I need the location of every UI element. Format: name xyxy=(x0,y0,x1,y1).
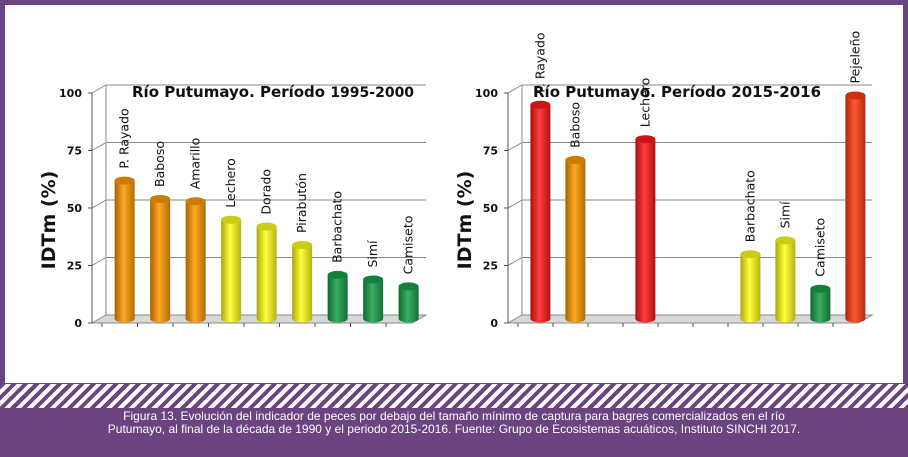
bar-label: Pejeleño xyxy=(847,31,862,84)
bar-8 xyxy=(810,284,831,323)
gridline-diagonal xyxy=(507,142,523,151)
chart-2015-2016: 0 25 50 75 100 P. Rayado Baboso Lechero Barbacha… xyxy=(451,31,891,330)
caption-line-2: Putumayo, al final de la década de 1990 … xyxy=(107,422,801,436)
bar-body xyxy=(635,139,656,323)
bar-body xyxy=(150,199,171,323)
y-tick-label: 100 xyxy=(59,87,82,100)
bar-body xyxy=(810,288,831,323)
y-tick-label: 50 xyxy=(483,202,499,215)
bar-top xyxy=(114,176,135,185)
bar-label: P. Rayado xyxy=(117,108,132,168)
bar-label: Camiseto xyxy=(401,216,416,275)
bar-label: Baboso xyxy=(567,102,582,148)
bar-top xyxy=(845,91,866,100)
chart-panel: 0 25 50 75 100 P. Rayado Baboso Amarillo Lechero… xyxy=(5,5,903,383)
bar-top xyxy=(292,241,313,249)
bar-top xyxy=(327,270,348,279)
bar-label: Baboso xyxy=(152,141,167,187)
bar-9 xyxy=(845,91,866,323)
bar-top xyxy=(635,135,656,144)
bar-4 xyxy=(256,222,277,323)
chart-1995-2000-svg: 0 25 50 75 100 P. Rayado Baboso Amarillo Lechero… xyxy=(38,83,428,330)
bar-3 xyxy=(221,215,242,323)
decorative-stripe xyxy=(0,384,908,408)
chart-title: Río Putumayo. Período 1995-2000 xyxy=(132,83,414,101)
bar-label: Lechero xyxy=(223,158,238,207)
gridline-diagonal xyxy=(91,84,107,94)
bar-top xyxy=(530,100,551,109)
chart-title: Río Putumayo. Período 2015-2016 xyxy=(533,83,821,101)
y-tick-label: 75 xyxy=(483,145,498,158)
bar-0 xyxy=(114,176,135,323)
bar-body xyxy=(845,95,866,323)
bar-top xyxy=(398,282,419,291)
bar-label: Simí xyxy=(777,201,792,229)
y-tick-label: 50 xyxy=(67,202,83,215)
bar-6 xyxy=(327,270,348,323)
caption-line-1: Figura 13. Evolución del indicador de pe… xyxy=(123,409,785,423)
bar-body xyxy=(530,104,551,323)
bar-label: Lechero xyxy=(637,78,652,127)
bar-5 xyxy=(292,241,313,323)
bar-0 xyxy=(530,100,551,323)
y-axis-label: IDTm (%) xyxy=(38,171,60,270)
bar-top xyxy=(363,275,384,284)
bar-body xyxy=(740,254,761,323)
bar-7 xyxy=(363,275,384,323)
bar-label: Dorado xyxy=(259,169,274,215)
gridline-diagonal xyxy=(507,257,523,266)
y-tick-label: 25 xyxy=(483,260,498,273)
bar-label: Simí xyxy=(365,240,380,268)
bar-top xyxy=(256,222,277,231)
bar-label: Barbachato xyxy=(742,170,757,242)
gridline-diagonal xyxy=(91,199,107,209)
y-axis-label: IDTm (%) xyxy=(454,171,476,270)
bar-6 xyxy=(740,250,761,323)
bar-top xyxy=(185,197,206,206)
gridline-diagonal xyxy=(507,199,523,209)
bar-body xyxy=(221,219,242,323)
gridline-diagonal xyxy=(507,84,523,94)
bar-body xyxy=(327,274,348,323)
bar-top xyxy=(150,195,171,203)
bar-label: P. Rayado xyxy=(532,32,547,92)
bar-label: Camiseto xyxy=(812,218,827,277)
bar-body xyxy=(398,286,419,323)
gridline-diagonal xyxy=(91,257,107,266)
bar-top xyxy=(810,284,831,293)
bar-label: Amarillo xyxy=(188,138,203,190)
y-tick-label: 100 xyxy=(475,87,498,100)
bar-top xyxy=(740,250,761,259)
bar-label: Pirabutón xyxy=(294,173,309,233)
bar-7 xyxy=(775,236,796,323)
y-tick-label: 0 xyxy=(74,317,82,330)
chart-1995-2000: 0 25 50 75 100 P. Rayado Baboso Amarillo Lechero… xyxy=(35,77,445,330)
bar-body xyxy=(256,226,277,323)
y-tick-label: 25 xyxy=(67,260,82,273)
bar-body xyxy=(363,279,384,323)
bar-body xyxy=(185,201,206,323)
bar-1 xyxy=(150,195,171,323)
bar-body xyxy=(775,240,796,323)
bar-body xyxy=(114,180,135,323)
bar-body xyxy=(292,245,313,323)
bar-top xyxy=(565,155,586,164)
chart-title-main: Río Putumayo. Período 2015-2016 xyxy=(533,83,821,101)
bar-3 xyxy=(635,135,656,323)
gridline-diagonal xyxy=(91,142,107,151)
bar-8 xyxy=(398,282,419,323)
y-tick-label: 75 xyxy=(67,145,82,158)
bar-top xyxy=(775,236,796,245)
bar-1 xyxy=(565,155,586,323)
y-tick-label: 0 xyxy=(490,317,498,330)
bar-top xyxy=(221,215,242,224)
bar-label: Barbachato xyxy=(330,191,345,263)
chart-title-main: Río Putumayo. Período xyxy=(132,83,330,101)
chart-2015-2016-svg: 0 25 50 75 100 P. Rayado Baboso Lechero Barbacha… xyxy=(454,31,874,330)
bar-body xyxy=(565,159,586,323)
figure-caption: Figura 13. Evolución del indicador de pe… xyxy=(0,410,908,457)
bar-2 xyxy=(185,197,206,323)
chart-title-period: 1995-2000 xyxy=(330,85,414,101)
